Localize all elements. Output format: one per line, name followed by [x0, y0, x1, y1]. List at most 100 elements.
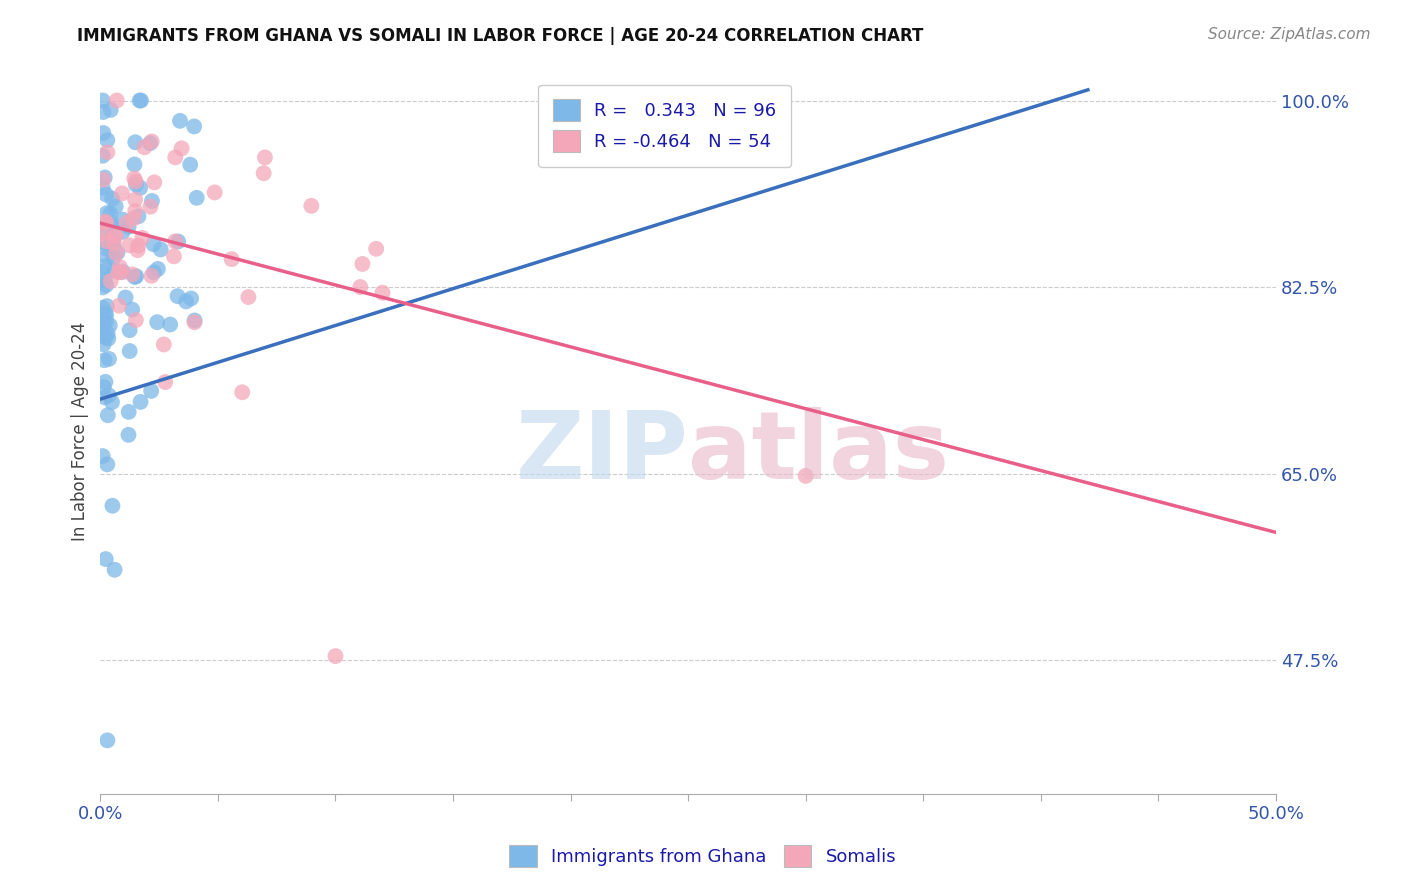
Point [121, 302, 143, 317]
Point [103, 236, 125, 251]
Point [352, 257, 374, 271]
Point [124, 157, 146, 171]
Point [111, 186, 134, 201]
Point [93, 170, 115, 185]
Point [253, 150, 276, 164]
Point [128, 210, 150, 224]
Point [103, 563, 125, 577]
Point [101, 239, 124, 253]
Point [129, 395, 152, 409]
Point [115, 216, 138, 230]
Point [96, 216, 118, 230]
Legend: R =   0.343   N = 96, R = -0.464   N = 54: R = 0.343 N = 96, R = -0.464 N = 54 [538, 85, 792, 167]
Point [100, 103, 122, 117]
Point [167, 235, 190, 249]
Point [142, 265, 165, 279]
Point [107, 245, 129, 260]
Point [101, 499, 124, 513]
Point [100, 274, 122, 288]
Point [91, 327, 114, 342]
Point [96, 133, 118, 147]
Point [117, 427, 139, 442]
Point [165, 235, 187, 249]
Point [179, 158, 201, 172]
Point [104, 199, 127, 213]
Point [91, 235, 114, 250]
Point [91, 180, 114, 194]
Point [118, 405, 141, 419]
Point [139, 136, 162, 151]
Point [180, 292, 202, 306]
Point [94, 330, 117, 344]
Point [104, 228, 127, 243]
Point [103, 263, 125, 277]
Point [129, 181, 152, 195]
Point [129, 94, 152, 108]
Point [93, 105, 115, 120]
Point [117, 219, 139, 234]
Point [94, 273, 117, 287]
Point [221, 252, 243, 266]
Point [91, 94, 114, 108]
Text: ZIP: ZIP [515, 407, 688, 499]
Point [142, 237, 165, 252]
Point [94, 214, 117, 228]
Point [91, 226, 114, 240]
Point [139, 200, 162, 214]
Point [96, 206, 118, 220]
Point [94, 225, 117, 239]
Point [124, 174, 146, 188]
Point [94, 216, 117, 230]
Point [127, 238, 149, 252]
Point [124, 270, 146, 285]
Point [124, 135, 146, 149]
Point [105, 246, 128, 260]
Point [100, 231, 122, 245]
Point [366, 242, 388, 256]
Point [108, 265, 131, 279]
Point [93, 390, 115, 404]
Point [97, 326, 120, 341]
Point [128, 94, 150, 108]
Point [141, 135, 163, 149]
Point [163, 249, 186, 263]
Point [94, 375, 117, 389]
Point [253, 166, 276, 180]
Point [91, 149, 114, 163]
Point [93, 380, 115, 394]
Point [94, 306, 117, 320]
Point [118, 323, 141, 337]
Point [111, 265, 134, 279]
Point [183, 315, 205, 329]
Point [121, 268, 143, 282]
Point [91, 324, 114, 338]
Point [96, 250, 118, 264]
Point [118, 344, 141, 359]
Point [93, 337, 115, 351]
Point [111, 225, 134, 239]
Point [146, 261, 169, 276]
Point [91, 126, 114, 140]
Point [111, 212, 134, 227]
Point [91, 318, 114, 333]
Point [124, 204, 146, 219]
Point [143, 175, 166, 189]
Text: Source: ZipAtlas.com: Source: ZipAtlas.com [1208, 27, 1371, 42]
Point [165, 150, 187, 164]
Point [125, 269, 148, 284]
Y-axis label: In Labor Force | Age 20-24: In Labor Force | Age 20-24 [72, 321, 89, 541]
Point [127, 243, 149, 257]
Point [94, 278, 117, 293]
Point [794, 469, 817, 483]
Point [124, 193, 146, 207]
Point [231, 385, 253, 400]
Point [141, 194, 163, 208]
Point [93, 313, 115, 327]
Point [96, 234, 118, 248]
Point [96, 458, 118, 472]
Point [94, 552, 117, 566]
Point [131, 231, 153, 245]
Point [146, 315, 169, 329]
Point [97, 388, 120, 402]
Point [141, 268, 163, 283]
